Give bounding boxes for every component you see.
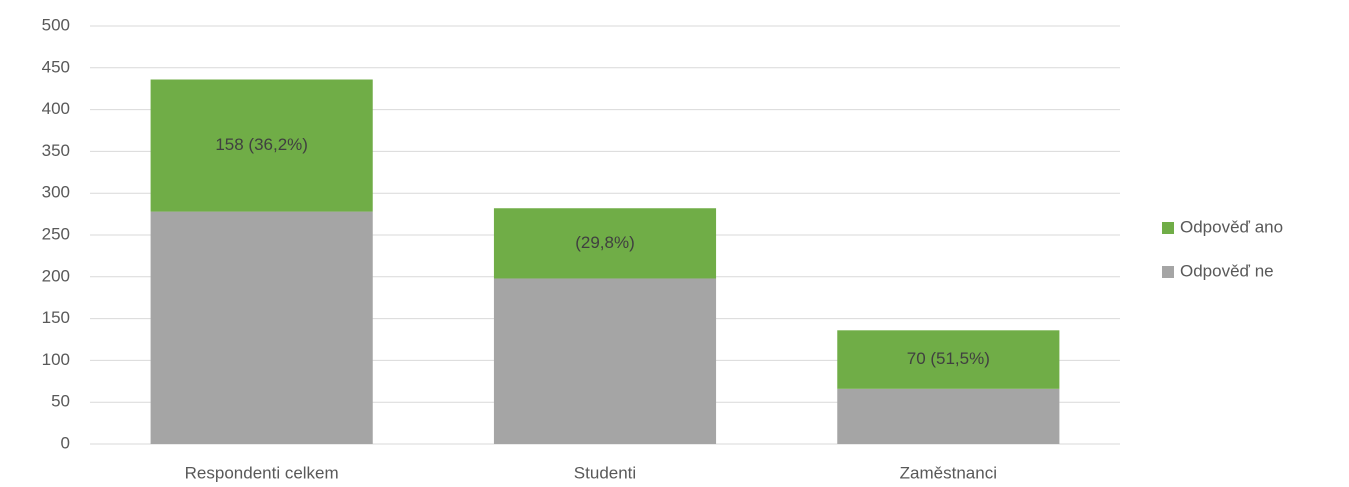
bar-segment (150, 79, 373, 212)
bar-segment (150, 211, 373, 444)
legend-swatch (1162, 266, 1174, 278)
y-tick-label: 250 (42, 224, 70, 243)
x-tick-label: Zaměstnanci (900, 463, 997, 482)
legend-label: Odpověď ano (1180, 217, 1283, 236)
value-label: (29,8%) (575, 233, 635, 252)
y-tick-label: 300 (42, 183, 70, 202)
legend-label: Odpověď ne (1180, 261, 1274, 280)
y-tick-label: 100 (42, 350, 70, 369)
x-tick-label: Respondenti celkem (185, 463, 339, 482)
x-tick-label: Studenti (574, 463, 636, 482)
value-label: 158 (36,2%) (215, 135, 308, 154)
bar-segment (493, 278, 717, 444)
y-tick-label: 500 (42, 15, 70, 34)
y-tick-label: 450 (42, 57, 70, 76)
bar-segment (837, 388, 1060, 444)
bar-segment (837, 330, 1060, 389)
y-tick-label: 50 (51, 392, 70, 411)
legend-swatch (1162, 222, 1174, 234)
bar-segment (493, 208, 717, 279)
value-label: 70 (51,5%) (907, 349, 990, 368)
y-tick-label: 0 (61, 433, 70, 452)
y-tick-label: 400 (42, 99, 70, 118)
y-tick-label: 150 (42, 308, 70, 327)
y-tick-label: 200 (42, 266, 70, 285)
y-tick-label: 350 (42, 141, 70, 160)
